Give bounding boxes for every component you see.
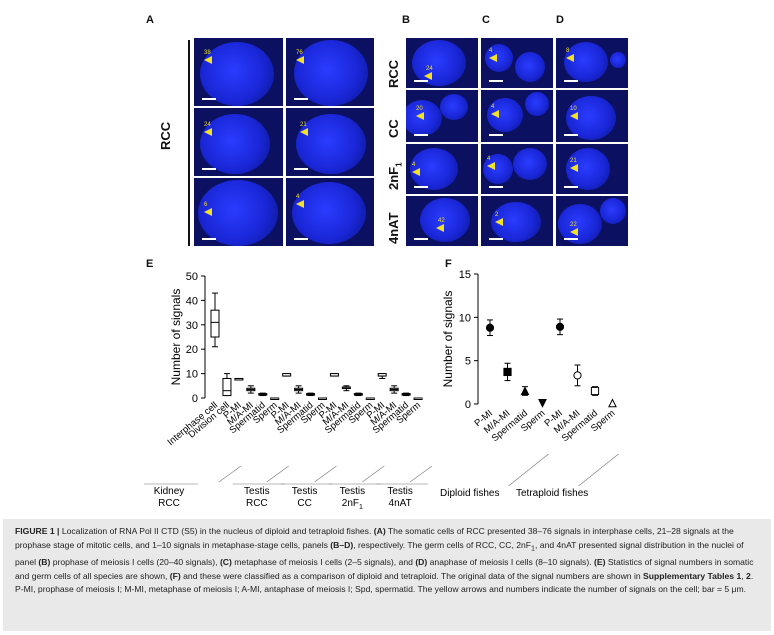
row-label-rcc: RCC	[386, 59, 401, 88]
y-axis-label: Number of signals	[169, 289, 183, 386]
panel-label-e: E	[146, 258, 154, 270]
micrograph-c-cc: 4	[481, 90, 553, 142]
panel-label-d: D	[556, 14, 564, 26]
micrograph-d-2nf1: 21	[556, 144, 628, 194]
y-tick-label-1: 10	[186, 369, 198, 381]
group-label-bottom-1: RCC	[246, 498, 268, 509]
box-1	[222, 377, 232, 397]
row-label-4nat: 4nAT	[386, 212, 401, 244]
y-tick-label-2: 20	[186, 344, 198, 356]
micrograph-b-rcc: 24	[406, 38, 478, 88]
row-label-cc: CC	[386, 119, 401, 138]
panel-label-f: F	[445, 258, 452, 270]
y-tick-label-4: 40	[186, 295, 198, 307]
y-tick-label-5: 50	[186, 271, 198, 283]
micrograph-a1: 38	[194, 38, 283, 106]
micrograph-a5: 6	[194, 178, 283, 246]
group-label-top-4: Testis	[387, 486, 413, 497]
micrograph-c-4nat: 2	[481, 196, 553, 246]
micrograph-a4: 21	[286, 108, 374, 176]
group-leader-1	[266, 465, 289, 483]
panel-label-c: C	[482, 14, 490, 26]
point-5	[573, 371, 582, 380]
point-1	[503, 367, 512, 377]
y-tick-label-0: 0	[192, 393, 198, 405]
group-label-top-3: Testis	[340, 486, 366, 497]
point-7	[608, 398, 617, 408]
group-label-bottom-3: 2nF1	[342, 498, 363, 511]
micrograph-a3: 24	[194, 108, 283, 176]
micrograph-a2: 76	[286, 38, 374, 106]
point-4	[555, 322, 565, 331]
micrograph-b-4nat: 42	[406, 196, 478, 246]
y-tick-label-2: 10	[459, 312, 471, 324]
group-label-0: Diploid fishes	[440, 488, 499, 499]
y-tick-label-3: 15	[459, 269, 471, 281]
group-label-top-0: Kidney	[154, 486, 185, 497]
micrograph-b-2nf1: 4	[406, 144, 478, 194]
row-label-rcc-a: RCC	[158, 121, 173, 150]
group-leader-4	[409, 465, 433, 483]
micrograph-a6: 4	[286, 178, 374, 246]
micrograph-c-rcc: 4	[481, 38, 553, 88]
y-tick-label-3: 30	[186, 320, 198, 332]
box-0	[210, 309, 220, 338]
group-label-bottom-0: RCC	[158, 498, 180, 509]
group-label-top-1: Testis	[244, 486, 270, 497]
row-label-2nf1: 2nF1	[386, 162, 404, 190]
figure-caption: FIGURE 1 | Localization of RNA Pol II CT…	[15, 526, 754, 595]
micrograph-b-cc: 20	[406, 90, 478, 142]
y-tick-label-1: 5	[465, 356, 471, 368]
y-axis-label: Number of signals	[441, 291, 455, 388]
panel-a-bracket	[188, 40, 190, 246]
micrograph-d-rcc: 8	[556, 38, 628, 88]
group-leader-0	[218, 465, 242, 483]
point-2	[520, 386, 530, 396]
micrograph-d-4nat: 22	[556, 196, 628, 246]
micrograph-c-2nf1: 4	[481, 144, 553, 194]
panel-label-b: B	[402, 14, 410, 26]
group-leader-0	[508, 453, 549, 487]
panel-label-a: A	[146, 14, 154, 26]
group-label-bottom-2: CC	[297, 498, 311, 509]
point-3	[538, 399, 547, 408]
group-leader-3	[362, 465, 385, 483]
group-label-bottom-4: 4nAT	[389, 498, 412, 509]
y-tick-label-0: 0	[465, 399, 471, 411]
point-6	[590, 386, 600, 396]
group-leader-2	[314, 465, 337, 483]
group-label-1: Tetraploid fishes	[516, 488, 588, 499]
caption-box: FIGURE 1 | Localization of RNA Pol II CT…	[3, 519, 771, 631]
point-0	[485, 323, 495, 332]
group-leader-1	[578, 453, 619, 487]
group-label-top-2: Testis	[292, 486, 318, 497]
micrograph-d-cc: 10	[556, 90, 628, 142]
